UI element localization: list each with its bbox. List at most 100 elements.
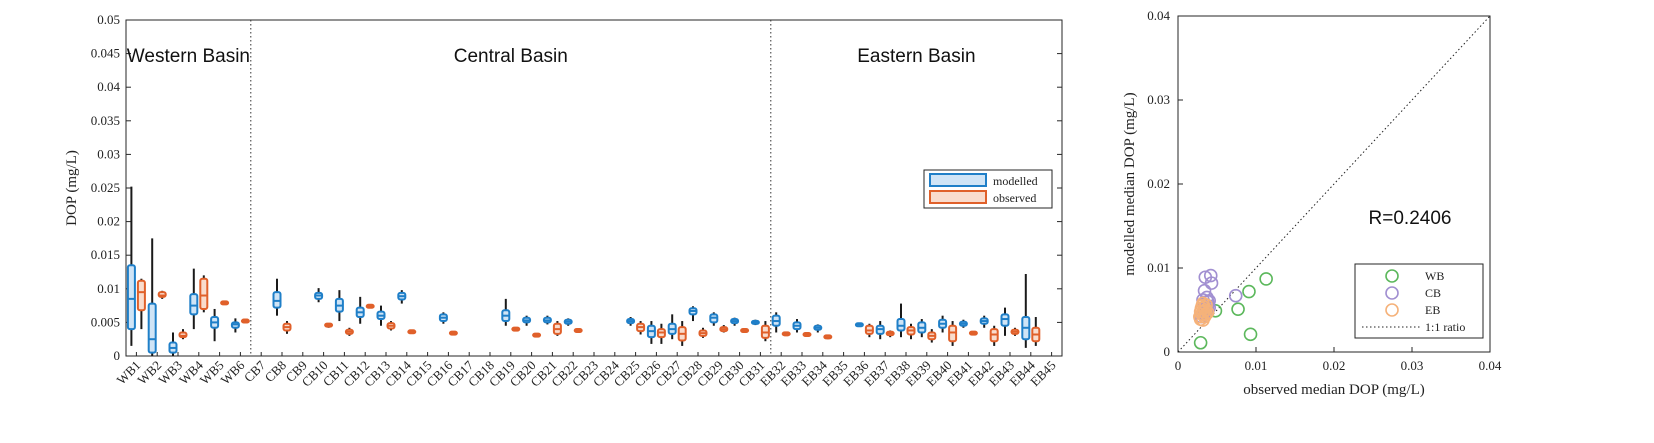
scatter-x-tick-label: 0 <box>1175 358 1182 373</box>
observed-box-eb40 <box>948 321 958 346</box>
modelled-box-wb6 <box>230 318 240 333</box>
legend-label-cb: CB <box>1425 286 1441 300</box>
scatter-legend: WB CB EB 1:1 ratio <box>1354 263 1484 339</box>
modelled-box-eb37 <box>875 321 885 340</box>
legend-label-one-to-one: 1:1 ratio <box>1425 320 1465 334</box>
modelled-box-eb42 <box>979 315 989 328</box>
modelled-box-eb43-box <box>1000 313 1010 327</box>
modelled-box-cb29 <box>709 312 719 326</box>
y-tick-label: 0.035 <box>91 113 120 128</box>
modelled-box-eb44 <box>1021 274 1031 348</box>
legend-marker-cb <box>1385 286 1399 300</box>
observed-box-eb40-box <box>948 324 958 343</box>
scatter-point-cb <box>1204 276 1219 290</box>
scatter-point-wb <box>1242 284 1256 299</box>
modelled-box-cb16 <box>438 312 448 324</box>
y-tick-label: 0.03 <box>97 146 120 161</box>
observed-box-eb43 <box>1010 327 1020 336</box>
scatter-point-cb <box>1203 268 1218 283</box>
scatter-point-wb <box>1231 302 1245 316</box>
scatter-y-tick-label: 0.04 <box>1147 8 1170 23</box>
observed-box-eb42 <box>989 325 999 346</box>
scatter-y-tick-label: 0.03 <box>1147 92 1170 107</box>
modelled-box-cb12 <box>355 296 365 324</box>
modelled-box-cb13 <box>376 305 386 326</box>
scatter-panel: 0 0.01 0.02 0.03 0.04 0 0.01 0.02 0.03 0.04 observ… <box>1122 8 1502 398</box>
observed-box-cb25 <box>636 321 646 335</box>
boxplot-legend: modelled observed <box>923 169 1053 209</box>
boxplot-panel: 0 0.005 0.01 0.015 0.02 0.025 0.03 0.035 0.04 0.0… <box>64 12 1063 390</box>
modelled-box-cb10 <box>314 288 324 303</box>
modelled-box-eb40 <box>938 315 948 333</box>
observed-box-eb41 <box>968 330 978 336</box>
modelled-box-eb32 <box>771 312 781 333</box>
observed-box-cb16 <box>448 330 458 336</box>
scatter-point-wb <box>1243 327 1258 342</box>
scatter-y-tick-label: 0.01 <box>1147 260 1170 275</box>
observed-box-cb8 <box>282 321 292 334</box>
modelled-box-wb2 <box>147 238 157 356</box>
modelled-box-wb4-box <box>189 293 199 316</box>
scatter-x-tick-label: 0.04 <box>1479 358 1502 373</box>
observed-box-cb11 <box>344 327 354 336</box>
observed-box-cb30 <box>740 327 750 333</box>
region-label-eastern: Eastern Basin <box>857 46 975 67</box>
y-axis-label: DOP (mg/L) <box>64 150 80 226</box>
scatter-y-tick-label: 0 <box>1164 344 1171 359</box>
observed-box-wb4-box <box>199 277 209 310</box>
scatter-x-tick-label: 0.02 <box>1323 358 1346 373</box>
y-tick-label: 0.025 <box>91 180 120 195</box>
region-label-central: Central Basin <box>454 46 568 67</box>
scatter-point-eb <box>1199 298 1213 312</box>
legend-label-modelled: modelled <box>993 174 1038 188</box>
modelled-box-wb3 <box>168 332 178 356</box>
observed-box-cb13 <box>386 321 396 331</box>
legend-label-eb: EB <box>1425 303 1440 317</box>
scatter-y-tick-label: 0.02 <box>1147 176 1170 191</box>
modelled-box-wb4 <box>189 268 199 330</box>
scatter-point-wb <box>1259 272 1273 286</box>
observed-box-wb2 <box>157 290 167 299</box>
region-label-western: Western Basin <box>127 46 250 67</box>
observed-box-cb21 <box>552 321 562 336</box>
modelled-box-eb34 <box>813 324 823 333</box>
observed-box-cb29 <box>719 325 729 333</box>
scatter-x-axis-label: observed median DOP (mg/L) <box>1243 382 1425 398</box>
scatter-point-wb <box>1193 335 1208 350</box>
scatter-legend-frame <box>1354 263 1484 339</box>
modelled-box-wb1-box <box>126 264 136 331</box>
boxplot-frame <box>125 19 1063 357</box>
observed-box-wb4 <box>199 275 209 313</box>
modelled-box-cb26 <box>646 321 656 344</box>
y-tick-label: 0.005 <box>91 314 120 329</box>
modelled-box-wb1 <box>126 186 136 346</box>
scatter-point-eb <box>1193 312 1208 327</box>
scatter-y-axis-label: modelled median DOP (mg/L) <box>1122 92 1138 275</box>
modelled-box-wb5 <box>210 308 220 342</box>
modelled-box-cb27 <box>667 314 677 340</box>
legend-marker-wb <box>1385 269 1399 283</box>
observed-box-wb1-box <box>136 279 146 312</box>
scatter-x-tick-label: 0.01 <box>1245 358 1268 373</box>
observed-box-eb44 <box>1031 317 1041 346</box>
observed-box-cb12 <box>365 303 375 309</box>
modelled-box-eb38-box <box>896 318 906 332</box>
modelled-box-eb36 <box>854 322 864 328</box>
modelled-box-eb43 <box>1000 307 1010 336</box>
observed-box-cb27 <box>677 321 687 346</box>
series-eb <box>1193 296 1215 327</box>
modelled-box-cb31 <box>750 319 760 326</box>
observed-box-cb20 <box>532 332 542 338</box>
modelled-box-eb39 <box>917 319 927 338</box>
modelled-box-cb21 <box>542 315 552 325</box>
legend-swatch-observed <box>929 190 987 204</box>
observed-box-eb33 <box>802 331 812 337</box>
observed-box-eb39 <box>927 329 937 343</box>
observed-box-eb37 <box>885 330 895 338</box>
y-tick-label: 0.045 <box>91 46 120 61</box>
observed-box-eb34 <box>823 334 833 340</box>
legend-label-observed: observed <box>993 191 1036 205</box>
modelled-box-cb11 <box>334 290 344 322</box>
observed-box-wb6 <box>240 318 250 324</box>
modelled-box-cb30 <box>730 317 740 326</box>
